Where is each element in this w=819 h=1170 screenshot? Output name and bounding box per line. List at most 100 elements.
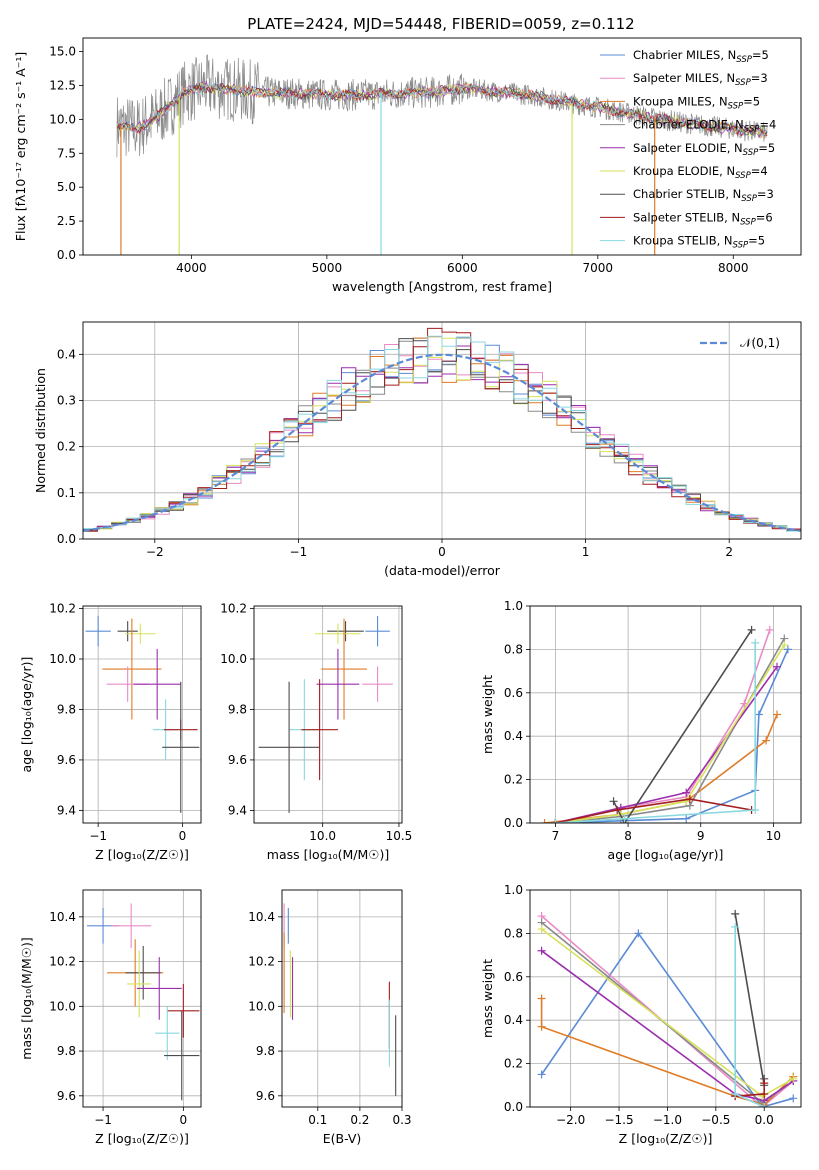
legend-entry-4: Salpeter ELODIE, NSSP=5 [633,141,775,158]
panel-age-weight: 7 8 9 10 0.0 0.2 0.4 0.6 0.8 1.0 age [log₁₀(age/yr… [480,599,802,862]
axes-frame [281,889,403,1108]
y-tick-label: 9.4 [228,803,247,817]
gridlines [83,606,201,823]
x-tick-label: 7 [552,829,560,843]
y-tick-label: 1.0 [504,599,523,613]
y-tick-label: 0.2 [504,1057,523,1071]
x-tick-label: 10 [766,829,781,843]
x-tick-label: 10.5 [386,829,413,843]
weight-marker-0 [634,929,643,938]
y-tick-label: 9.8 [228,702,247,716]
weight-marker-2 [537,994,546,1003]
y-tick-label: 10.0 [49,652,76,666]
x-tick-label: 0.1 [308,1113,327,1127]
model-line-8 [116,81,768,139]
panel-z-weight: −2.0 −1.5 −1.0 −0.5 0.0 0.0 0.2 0.4 0.6 0.8 1.0 Z [… [480,883,802,1146]
x-tick-label: 5000 [312,261,343,275]
y-tick-label: 0.8 [504,642,523,656]
x-tick-label: −1.5 [604,1113,633,1127]
model-line-7 [116,83,768,137]
x-tick-label: 0 [438,545,446,559]
weight-line-5 [555,644,785,823]
weight-marker-0 [789,1094,798,1103]
y-tick-label: 9.6 [57,1089,76,1103]
weight-marker-0 [754,710,763,719]
y-tick-label: 0.0 [57,248,76,262]
weight-marker-8 [551,819,560,823]
weight-marker-7 [760,1079,769,1088]
y-tick-label: 0.6 [504,970,523,984]
legend-entry-7: Salpeter STELIB, NSSP=6 [633,210,773,227]
weight-line-3 [555,638,785,823]
x-axis-label: Z [log₁₀(Z/Z☉)] [619,1131,713,1146]
y-tick-label: 15.0 [49,45,76,59]
y-tick-label: 9.4 [57,803,76,817]
x-axis-label: Z [log₁₀(Z/Z☉)] [95,847,189,862]
x-tick-label: 10.0 [309,829,336,843]
y-tick-label: 9.6 [228,753,247,767]
x-tick-label: −1 [290,545,308,559]
y-axis-label: mass [log₁₀(M/M☉)] [19,937,34,1059]
y-tick-label: 10.0 [248,999,275,1013]
y-tick-label: 7.5 [57,146,76,160]
figure-title: PLATE=2424, MJD=54448, FIBERID=0059, z=0… [247,15,634,33]
weight-marker-8 [760,1103,769,1107]
x-tick-label: 0.0 [755,1113,774,1127]
y-tick-label: 10.2 [49,955,76,969]
legend-entry-2: Kroupa MILES, NSSP=5 [633,94,760,111]
gridlines [530,889,801,1108]
weight-marker-2 [540,819,549,823]
y-tick-label: 9.6 [57,753,76,767]
y-tick-label: 9.8 [256,1044,275,1058]
x-tick-label: 0 [180,1113,188,1127]
x-tick-label: 4000 [176,261,207,275]
histogram-step-6 [83,338,801,531]
y-tick-label: 0.4 [57,347,76,361]
x-tick-label: 8 [624,829,632,843]
histogram-step-8 [83,335,801,532]
plot-area [540,625,792,823]
weight-line-1 [555,629,771,823]
axes-frame [529,889,802,1108]
y-tick-label: 0.4 [504,1013,523,1027]
y-tick-label: 10.2 [220,602,247,616]
panel-z-age: −1 0 9.4 9.6 9.8 10.0 10.2 Z [log₁₀(Z/Z☉)] age [… [19,602,202,862]
weight-marker-6 [731,909,740,918]
histogram-step-4 [83,345,801,532]
weight-marker-8 [731,922,740,931]
x-tick-label: 0.3 [392,1113,411,1127]
y-axis-label: Normed distribution [33,368,48,493]
weight-marker-7 [760,1089,769,1098]
x-tick-label: 7000 [583,261,614,275]
x-axis-label: Z [log₁₀(Z/Z☉)] [95,1131,189,1146]
axes-frame [82,321,802,540]
weight-marker-2 [537,1022,546,1031]
weight-marker-6 [609,797,618,806]
y-tick-label: 9.8 [57,702,76,716]
weight-line-7 [555,798,752,823]
axes-frame [529,605,802,824]
y-tick-label: 10.4 [248,910,275,924]
legend-entry-normal: 𝒩(0,1) [740,336,780,350]
plot-area [87,903,200,1101]
x-tick-label: 9 [697,829,705,843]
x-axis-label: mass [log₁₀(M/M☉)] [267,847,389,862]
y-tick-label: 2.5 [57,214,76,228]
weight-line-6 [734,913,765,1086]
legend-entry-8: Kroupa STELIB, NSSP=5 [633,234,765,251]
plot-area [283,903,397,1096]
weight-marker-2 [773,710,782,719]
y-tick-label: 10.0 [49,999,76,1013]
weight-line-8 [555,642,756,823]
x-tick-label: −0.5 [701,1113,730,1127]
plot-area [258,616,393,813]
weight-marker-1 [765,625,774,634]
y-tick-label: 10.0 [49,112,76,126]
weight-line-8 [734,926,765,1107]
axes-frame [253,605,403,824]
y-tick-label: 10.2 [49,602,76,616]
gridlines [254,606,402,823]
y-tick-label: 0.0 [504,816,523,830]
x-tick-label: 0 [179,829,187,843]
x-tick-label: 1 [582,545,590,559]
